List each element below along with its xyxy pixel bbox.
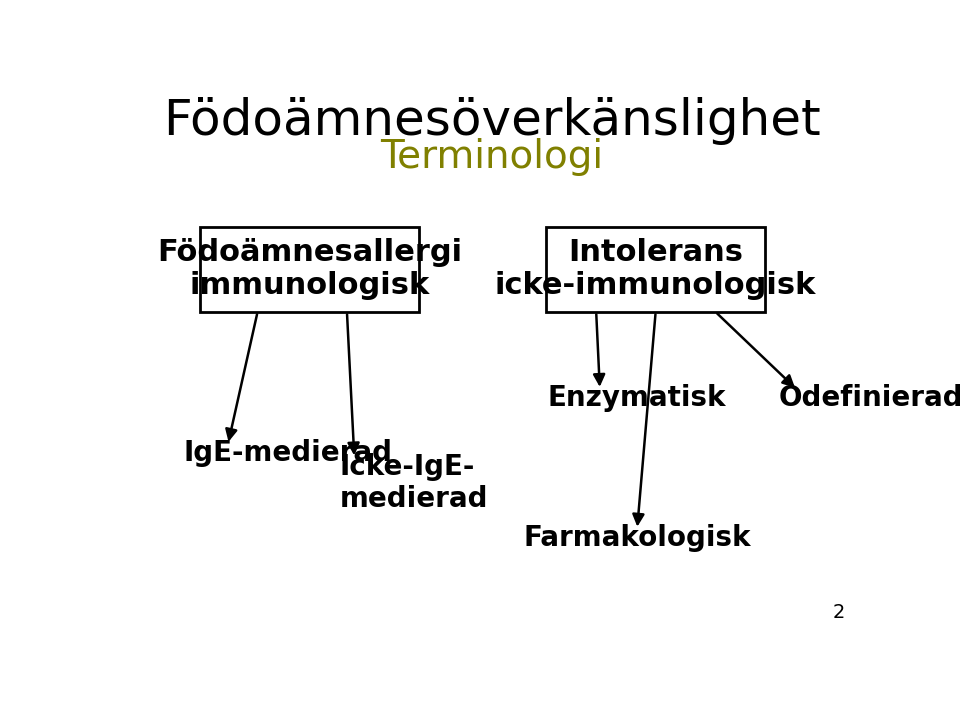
- Text: Enzymatisk: Enzymatisk: [548, 384, 727, 412]
- Text: Terminologi: Terminologi: [380, 137, 604, 176]
- Bar: [546, 226, 765, 312]
- Text: 2: 2: [833, 602, 846, 622]
- Text: Intolerans
icke-immunologisk: Intolerans icke-immunologisk: [495, 238, 816, 300]
- Text: Födoämnesallergi
immunologisk: Födoämnesallergi immunologisk: [157, 238, 463, 300]
- Text: Odefinierad: Odefinierad: [779, 384, 960, 412]
- Text: IgE-medierad: IgE-medierad: [183, 439, 393, 467]
- Text: Icke-IgE-
medierad: Icke-IgE- medierad: [340, 453, 488, 513]
- Bar: [200, 226, 420, 312]
- Text: Farmakologisk: Farmakologisk: [523, 524, 751, 552]
- Text: Födoämnesöverkänslighet: Födoämnesöverkänslighet: [163, 97, 821, 145]
